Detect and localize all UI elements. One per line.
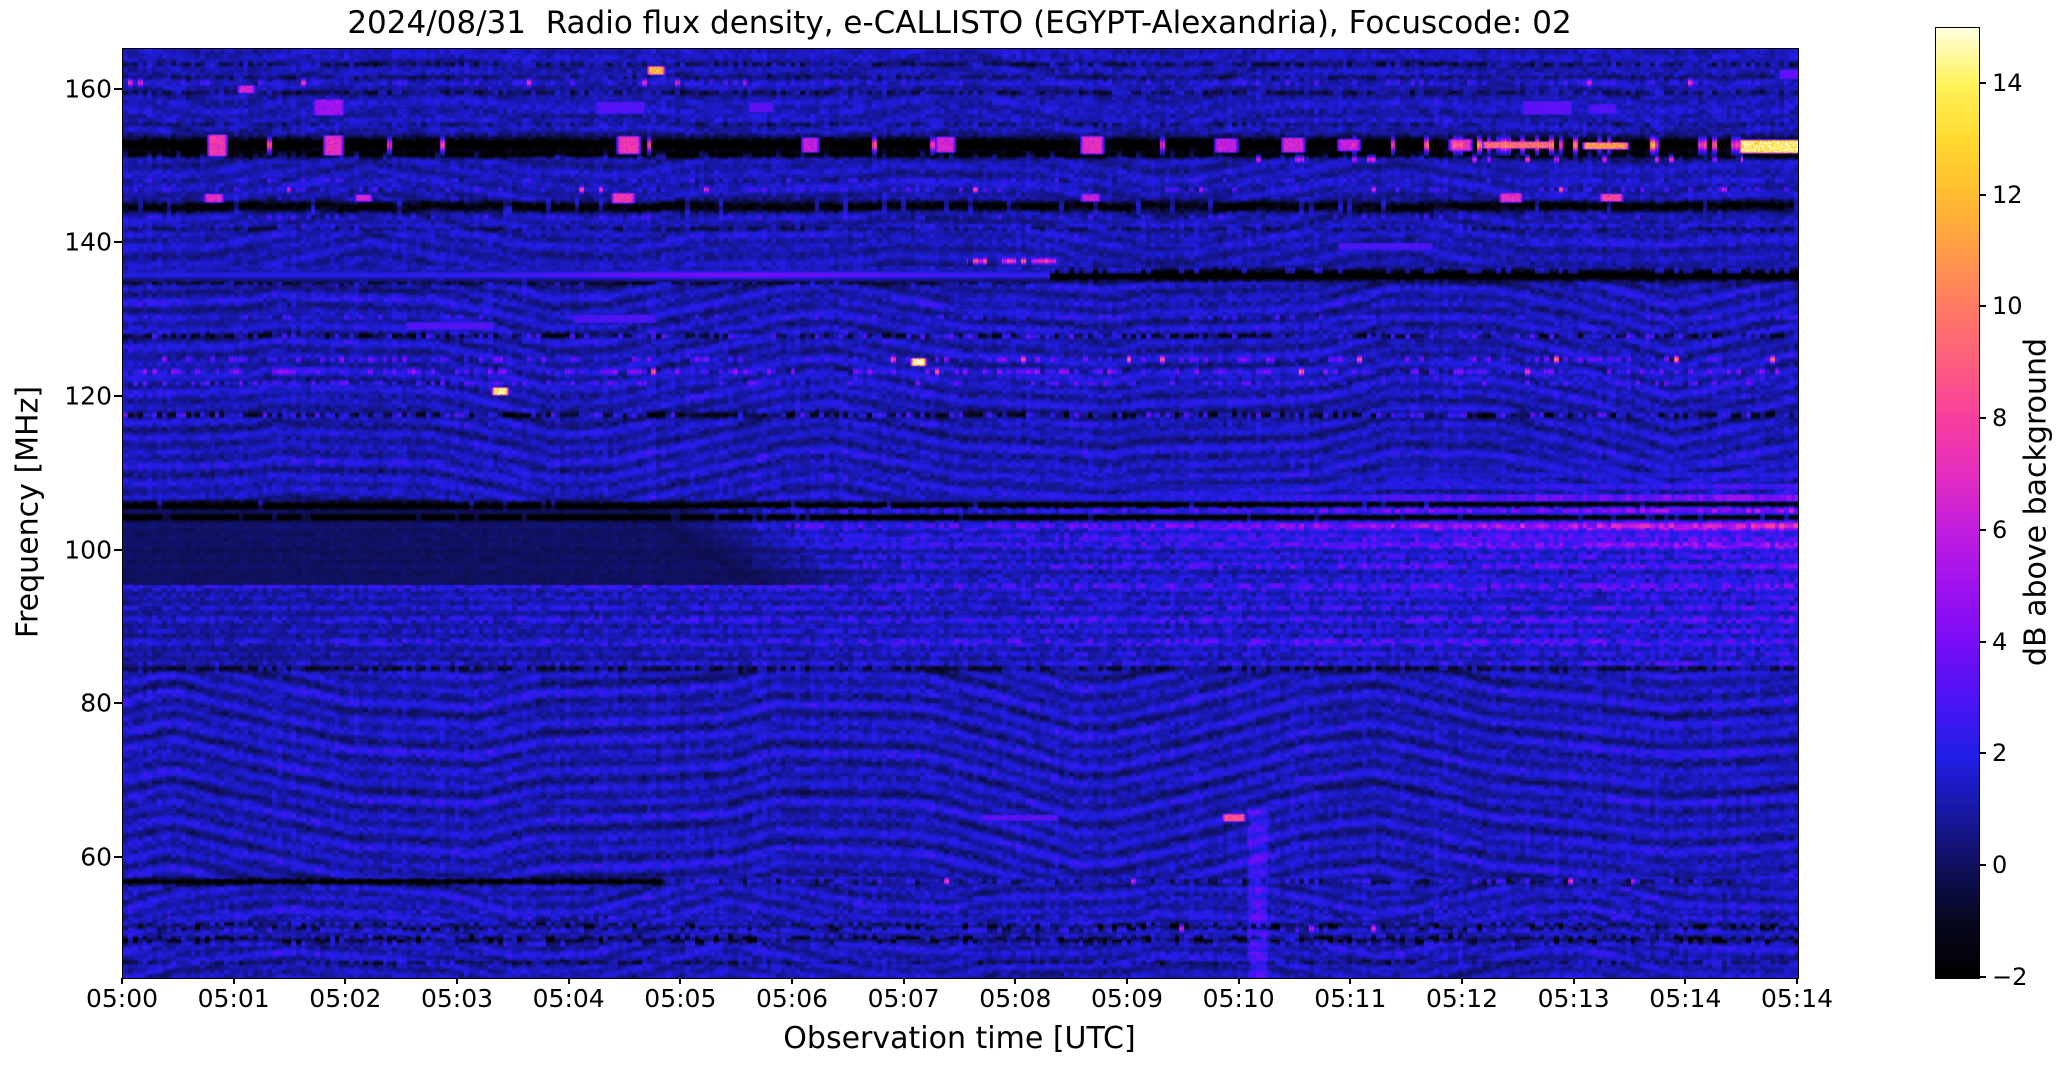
x-axis-tick-label: 05:00: [85, 984, 159, 1013]
x-axis-tick-label: 05:02: [309, 984, 382, 1013]
y-axis-tick-mark: [114, 241, 122, 244]
y-axis-tick-mark: [114, 856, 122, 859]
x-axis-tick-label: 05:01: [197, 984, 270, 1013]
colorbar-tick-label: 8: [1992, 404, 2008, 433]
x-axis-tick-mark: [1461, 978, 1463, 984]
y-axis-tick-mark: [114, 702, 122, 705]
page-title: 2024/08/31 Radio flux density, e-CALLIST…: [347, 5, 1572, 41]
x-axis-tick-label: 05:04: [532, 984, 605, 1013]
x-axis-tick-label: 05:07: [867, 984, 940, 1013]
x-axis-tick-mark: [344, 978, 347, 984]
colorbar-tick-mark: [1979, 976, 1986, 978]
x-axis-tick-label: 05:13: [1537, 984, 1610, 1013]
colorbar-tick-label: 0: [1992, 851, 2008, 880]
colorbar-label: dB above background: [2018, 337, 2054, 667]
x-axis-tick-mark: [1014, 978, 1017, 984]
colorbar: [1935, 27, 1980, 979]
colorbar-tick-label: 10: [1992, 292, 2023, 321]
spectrogram-canvas: [123, 49, 1798, 978]
x-axis-tick-label: 05:14: [1649, 984, 1722, 1013]
colorbar-tick-mark: [1979, 81, 1986, 84]
y-axis-tick-mark: [114, 87, 122, 90]
y-axis-tick-mark: [114, 548, 122, 551]
x-axis-tick-mark: [1126, 978, 1128, 984]
colorbar-tick-mark: [1979, 417, 1986, 420]
x-axis-tick-label: 05:09: [1090, 984, 1164, 1013]
x-axis-tick-mark: [1684, 978, 1687, 984]
colorbar-tick-label: −2: [1992, 963, 2028, 991]
heatmap-plot-area: [122, 48, 1799, 979]
x-axis-tick-mark: [791, 978, 793, 984]
x-axis-tick-label: 05:14: [1760, 984, 1834, 1013]
x-axis-tick-label: 05:08: [979, 984, 1052, 1013]
x-axis-label: Observation time [UTC]: [783, 1021, 1136, 1056]
x-axis-tick-label: 05:10: [1202, 984, 1275, 1013]
colorbar-tick-label: 6: [1992, 515, 2008, 544]
colorbar-tick-label: 2: [1992, 739, 2008, 768]
x-axis-tick-mark: [567, 978, 570, 984]
x-axis-tick-mark: [121, 978, 123, 984]
colorbar-tick-label: 14: [1992, 68, 2023, 97]
x-axis-tick-label: 05:03: [420, 984, 494, 1013]
x-axis-tick-label: 05:06: [755, 984, 829, 1013]
colorbar-tick-mark: [1979, 640, 1986, 643]
x-axis-tick-mark: [1237, 978, 1240, 984]
colorbar-tick-mark: [1979, 528, 1986, 531]
x-axis-tick-mark: [1349, 978, 1352, 984]
x-axis-tick-mark: [1572, 978, 1575, 984]
colorbar-tick-mark: [1979, 305, 1986, 308]
colorbar-tick-mark: [1979, 864, 1986, 867]
y-axis-tick-label: 140: [64, 227, 112, 257]
x-axis-tick-label: 05:11: [1314, 984, 1387, 1013]
y-axis-tick-mark: [114, 395, 122, 398]
x-axis-tick-mark: [679, 978, 682, 984]
colorbar-tick-label: 12: [1992, 180, 2023, 209]
y-axis-tick-label: 80: [80, 688, 112, 718]
colorbar-tick-mark: [1979, 193, 1986, 196]
y-axis-tick-label: 120: [64, 381, 112, 411]
colorbar-tick-label: 4: [1992, 627, 2008, 656]
x-axis-tick-mark: [1796, 978, 1798, 984]
colorbar-tick-mark: [1979, 752, 1986, 755]
x-axis-tick-label: 05:05: [644, 984, 717, 1013]
x-axis-tick-mark: [456, 978, 458, 984]
y-axis-label: Frequency [MHz]: [10, 385, 46, 639]
x-axis-tick-mark: [232, 978, 235, 984]
y-axis-tick-label: 100: [64, 535, 112, 565]
y-axis-tick-label: 160: [64, 74, 112, 104]
y-axis-tick-label: 60: [80, 842, 112, 872]
x-axis-tick-mark: [902, 978, 905, 984]
x-axis-tick-label: 05:12: [1425, 984, 1499, 1013]
